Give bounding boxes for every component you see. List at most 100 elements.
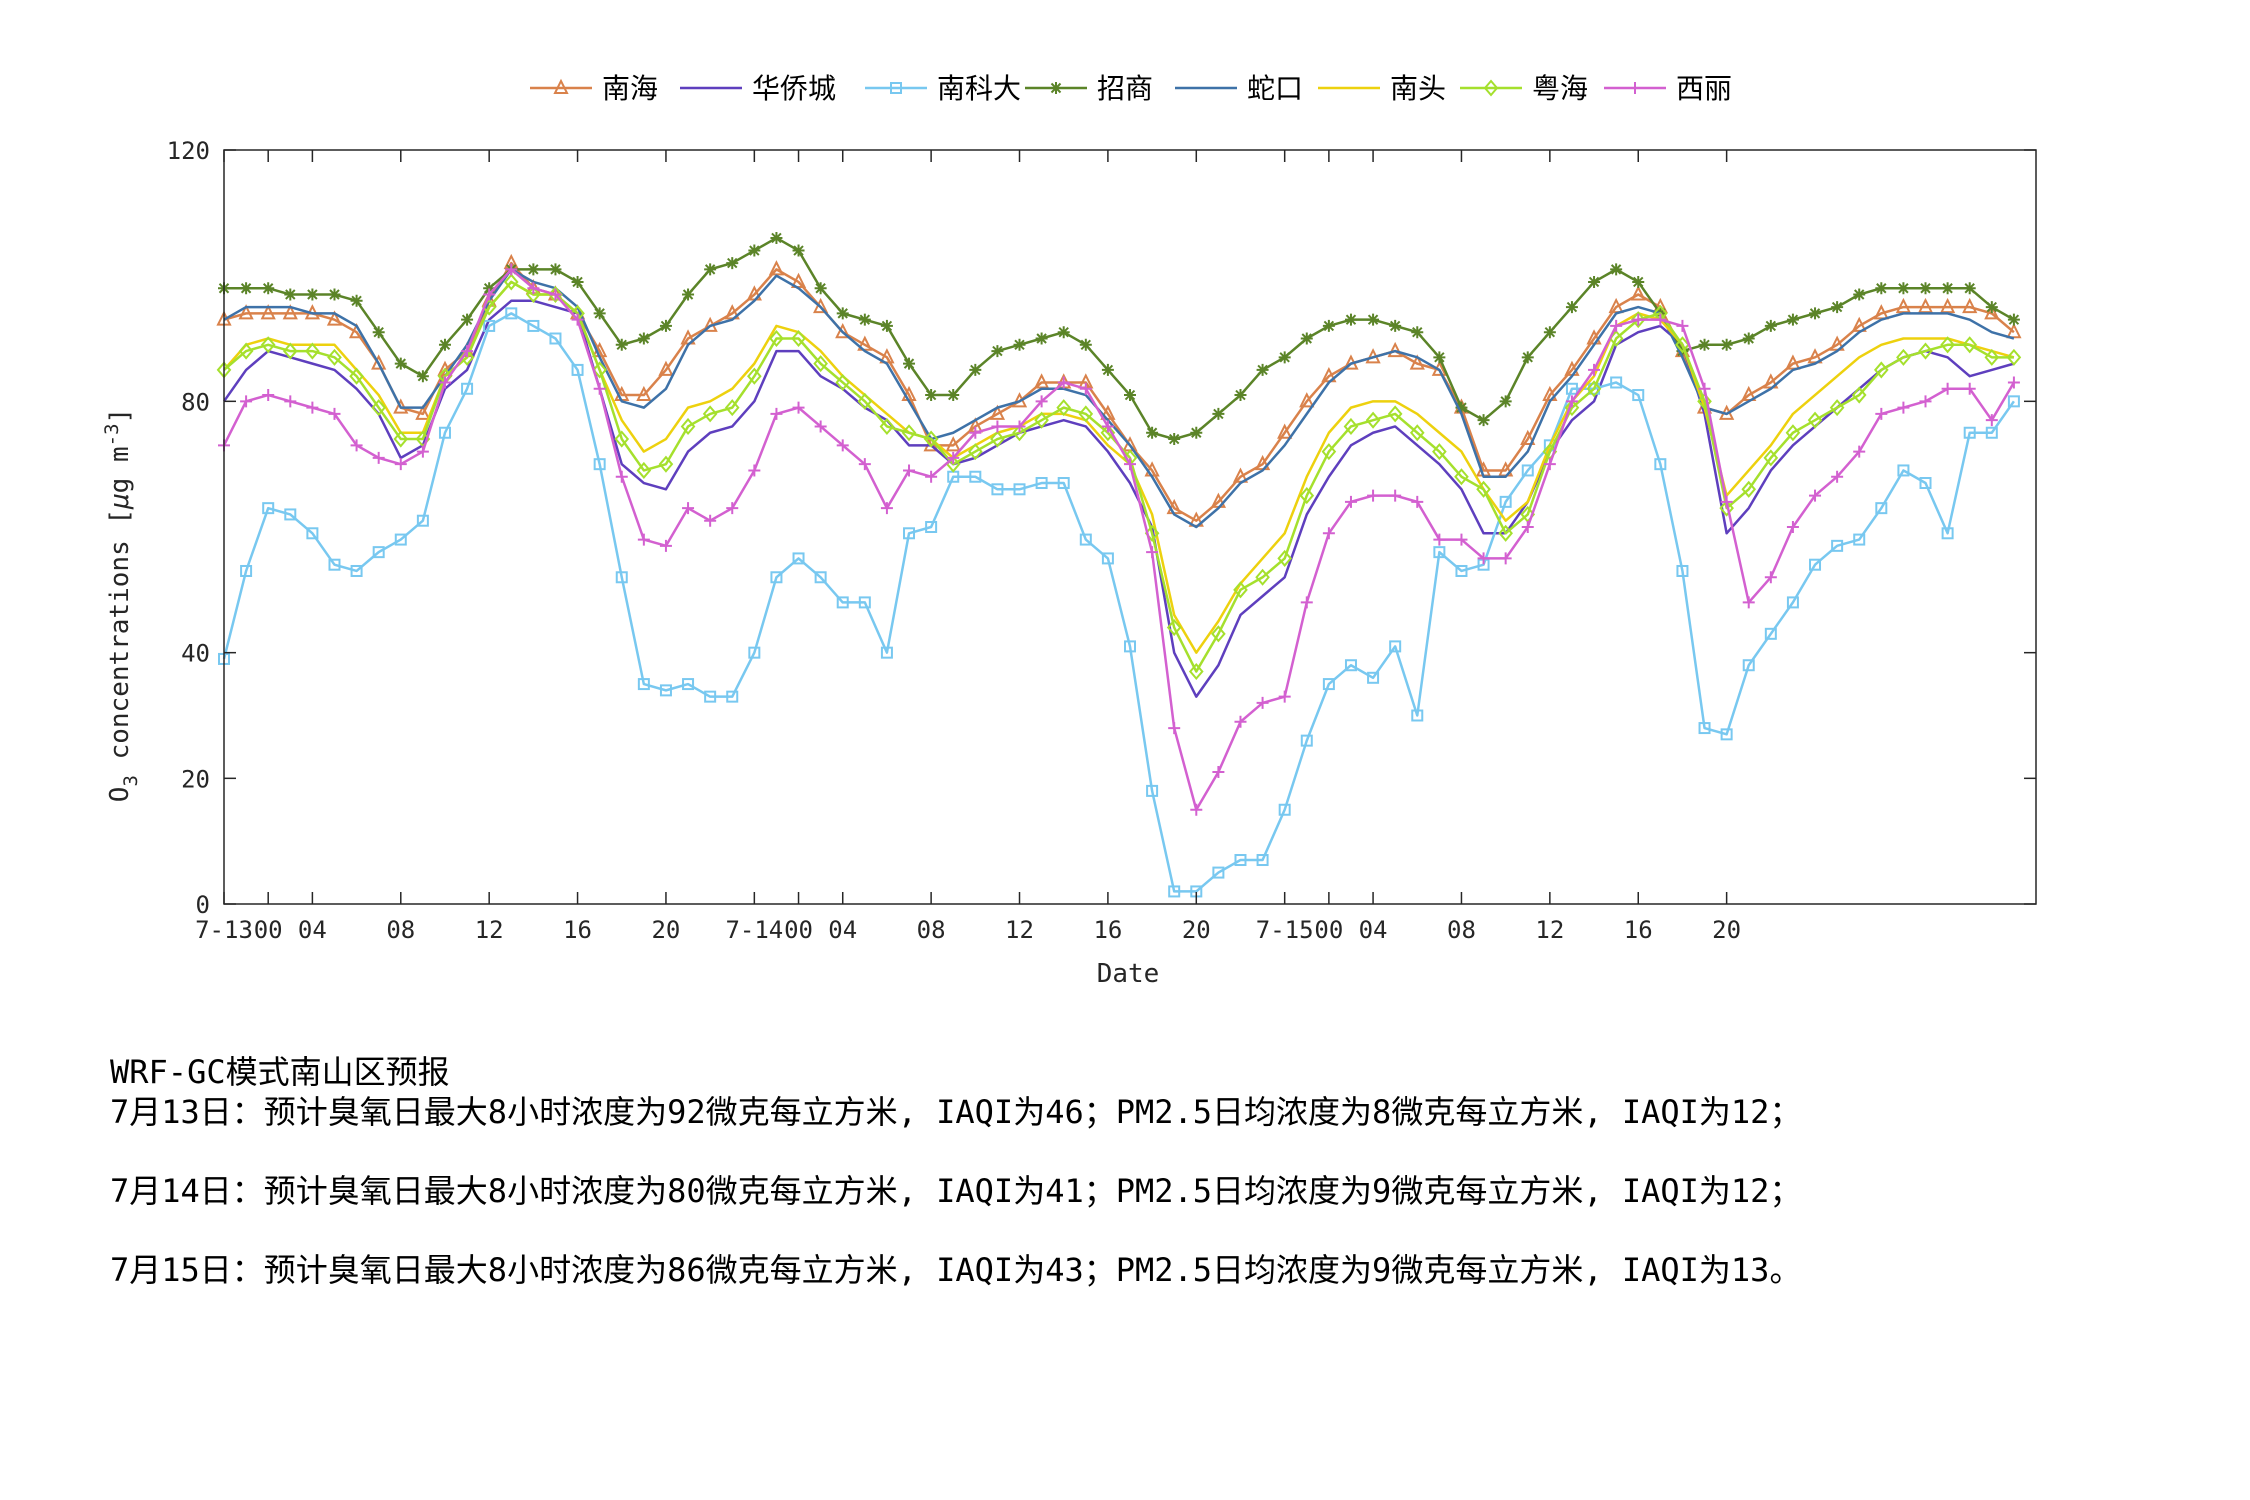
data-point bbox=[284, 508, 297, 521]
data-point bbox=[394, 357, 407, 370]
x-tick-label: 16 bbox=[563, 916, 592, 944]
data-point bbox=[1939, 297, 1956, 314]
legend-item-3: 南科大 bbox=[865, 72, 1021, 105]
data-point bbox=[1941, 382, 1954, 395]
data-point bbox=[416, 514, 429, 527]
data-point bbox=[1720, 338, 1733, 351]
data-point bbox=[1013, 338, 1026, 351]
data-point bbox=[1895, 297, 1912, 314]
data-point bbox=[1962, 336, 1978, 354]
data-point bbox=[372, 546, 385, 559]
data-point bbox=[1853, 533, 1866, 546]
data-point bbox=[549, 288, 562, 301]
data-point bbox=[394, 458, 407, 471]
data-point bbox=[1256, 854, 1269, 867]
x-tick-label: 12 bbox=[475, 916, 504, 944]
data-point bbox=[1100, 424, 1116, 442]
data-point bbox=[792, 401, 805, 414]
data-point bbox=[282, 304, 298, 320]
data-point bbox=[549, 332, 562, 345]
data-point bbox=[260, 304, 276, 320]
data-point bbox=[1941, 527, 1954, 540]
data-point bbox=[1809, 489, 1822, 502]
data-point bbox=[1433, 546, 1446, 559]
data-point bbox=[1918, 342, 1933, 360]
data-point bbox=[925, 389, 938, 402]
data-point bbox=[945, 436, 961, 452]
data-point bbox=[350, 294, 363, 307]
y-tick-label: 0 bbox=[196, 891, 210, 919]
data-point bbox=[1785, 424, 1801, 442]
data-point bbox=[1256, 363, 1269, 376]
data-point bbox=[969, 363, 982, 376]
data-point bbox=[836, 439, 849, 452]
data-point bbox=[416, 370, 429, 383]
series-layer bbox=[216, 231, 2022, 898]
data-point bbox=[394, 533, 407, 546]
data-point bbox=[1166, 618, 1182, 637]
data-point bbox=[416, 445, 429, 458]
data-point bbox=[262, 502, 275, 515]
data-point bbox=[1012, 424, 1027, 442]
data-point bbox=[770, 231, 783, 244]
data-point bbox=[1742, 659, 1755, 672]
data-point bbox=[903, 464, 916, 477]
data-point bbox=[1831, 301, 1844, 314]
data-point bbox=[1565, 382, 1578, 395]
data-point bbox=[969, 426, 982, 439]
data-point bbox=[1632, 275, 1645, 288]
x-tick-label: 00 bbox=[254, 916, 283, 944]
data-point bbox=[1521, 521, 1534, 533]
data-point bbox=[1278, 690, 1291, 703]
data-point bbox=[1853, 445, 1866, 458]
data-point bbox=[415, 404, 431, 420]
data-point bbox=[659, 319, 672, 332]
data-point bbox=[1211, 625, 1226, 643]
data-point bbox=[880, 502, 893, 515]
data-point bbox=[1588, 275, 1601, 288]
data-point bbox=[571, 275, 584, 288]
data-point bbox=[306, 527, 319, 540]
forecast-day-1: 7月13日：预计臭氧日最大8小时浓度为92微克每立方米, IAQI为46；PM2… bbox=[110, 1093, 1802, 1131]
data-point bbox=[503, 273, 519, 291]
x-tick-label: 7-14 bbox=[725, 916, 783, 944]
data-point bbox=[372, 326, 385, 339]
data-point bbox=[527, 263, 540, 276]
data-point bbox=[350, 439, 363, 452]
data-point bbox=[1896, 348, 1911, 366]
data-point bbox=[880, 646, 893, 659]
data-point bbox=[1654, 458, 1667, 471]
data-point bbox=[989, 404, 1006, 420]
data-point bbox=[1629, 82, 1641, 94]
data-point bbox=[614, 430, 630, 448]
data-point bbox=[615, 470, 628, 483]
data-point bbox=[637, 678, 650, 691]
data-point bbox=[659, 539, 672, 552]
legend-item-2: 华侨城 bbox=[680, 72, 836, 105]
data-point bbox=[1786, 313, 1799, 326]
legend-item-1: 南海 bbox=[530, 72, 658, 105]
data-point bbox=[770, 407, 783, 420]
data-point bbox=[1101, 420, 1114, 433]
legend-label: 粤海 bbox=[1532, 72, 1588, 105]
data-point bbox=[658, 455, 674, 473]
data-point bbox=[835, 322, 851, 339]
data-point bbox=[1963, 282, 1976, 295]
data-point bbox=[1411, 495, 1424, 508]
legend-label: 华侨城 bbox=[752, 72, 836, 105]
data-point bbox=[1343, 417, 1359, 436]
data-point bbox=[438, 426, 451, 439]
data-point bbox=[1278, 351, 1291, 364]
data-point bbox=[947, 389, 960, 402]
data-point bbox=[1940, 336, 1955, 354]
data-point bbox=[372, 451, 385, 464]
data-point bbox=[814, 571, 827, 584]
legend-label: 南海 bbox=[602, 72, 658, 105]
data-point bbox=[1919, 395, 1932, 408]
data-point bbox=[1256, 696, 1269, 709]
data-point bbox=[1365, 411, 1381, 429]
series-8 bbox=[218, 263, 2020, 816]
data-point bbox=[1875, 407, 1888, 420]
chart-legend: 南海 华侨城 南科大 招商 蛇口 南头 粤海 西丽 bbox=[530, 72, 1732, 105]
data-point bbox=[1610, 263, 1623, 276]
